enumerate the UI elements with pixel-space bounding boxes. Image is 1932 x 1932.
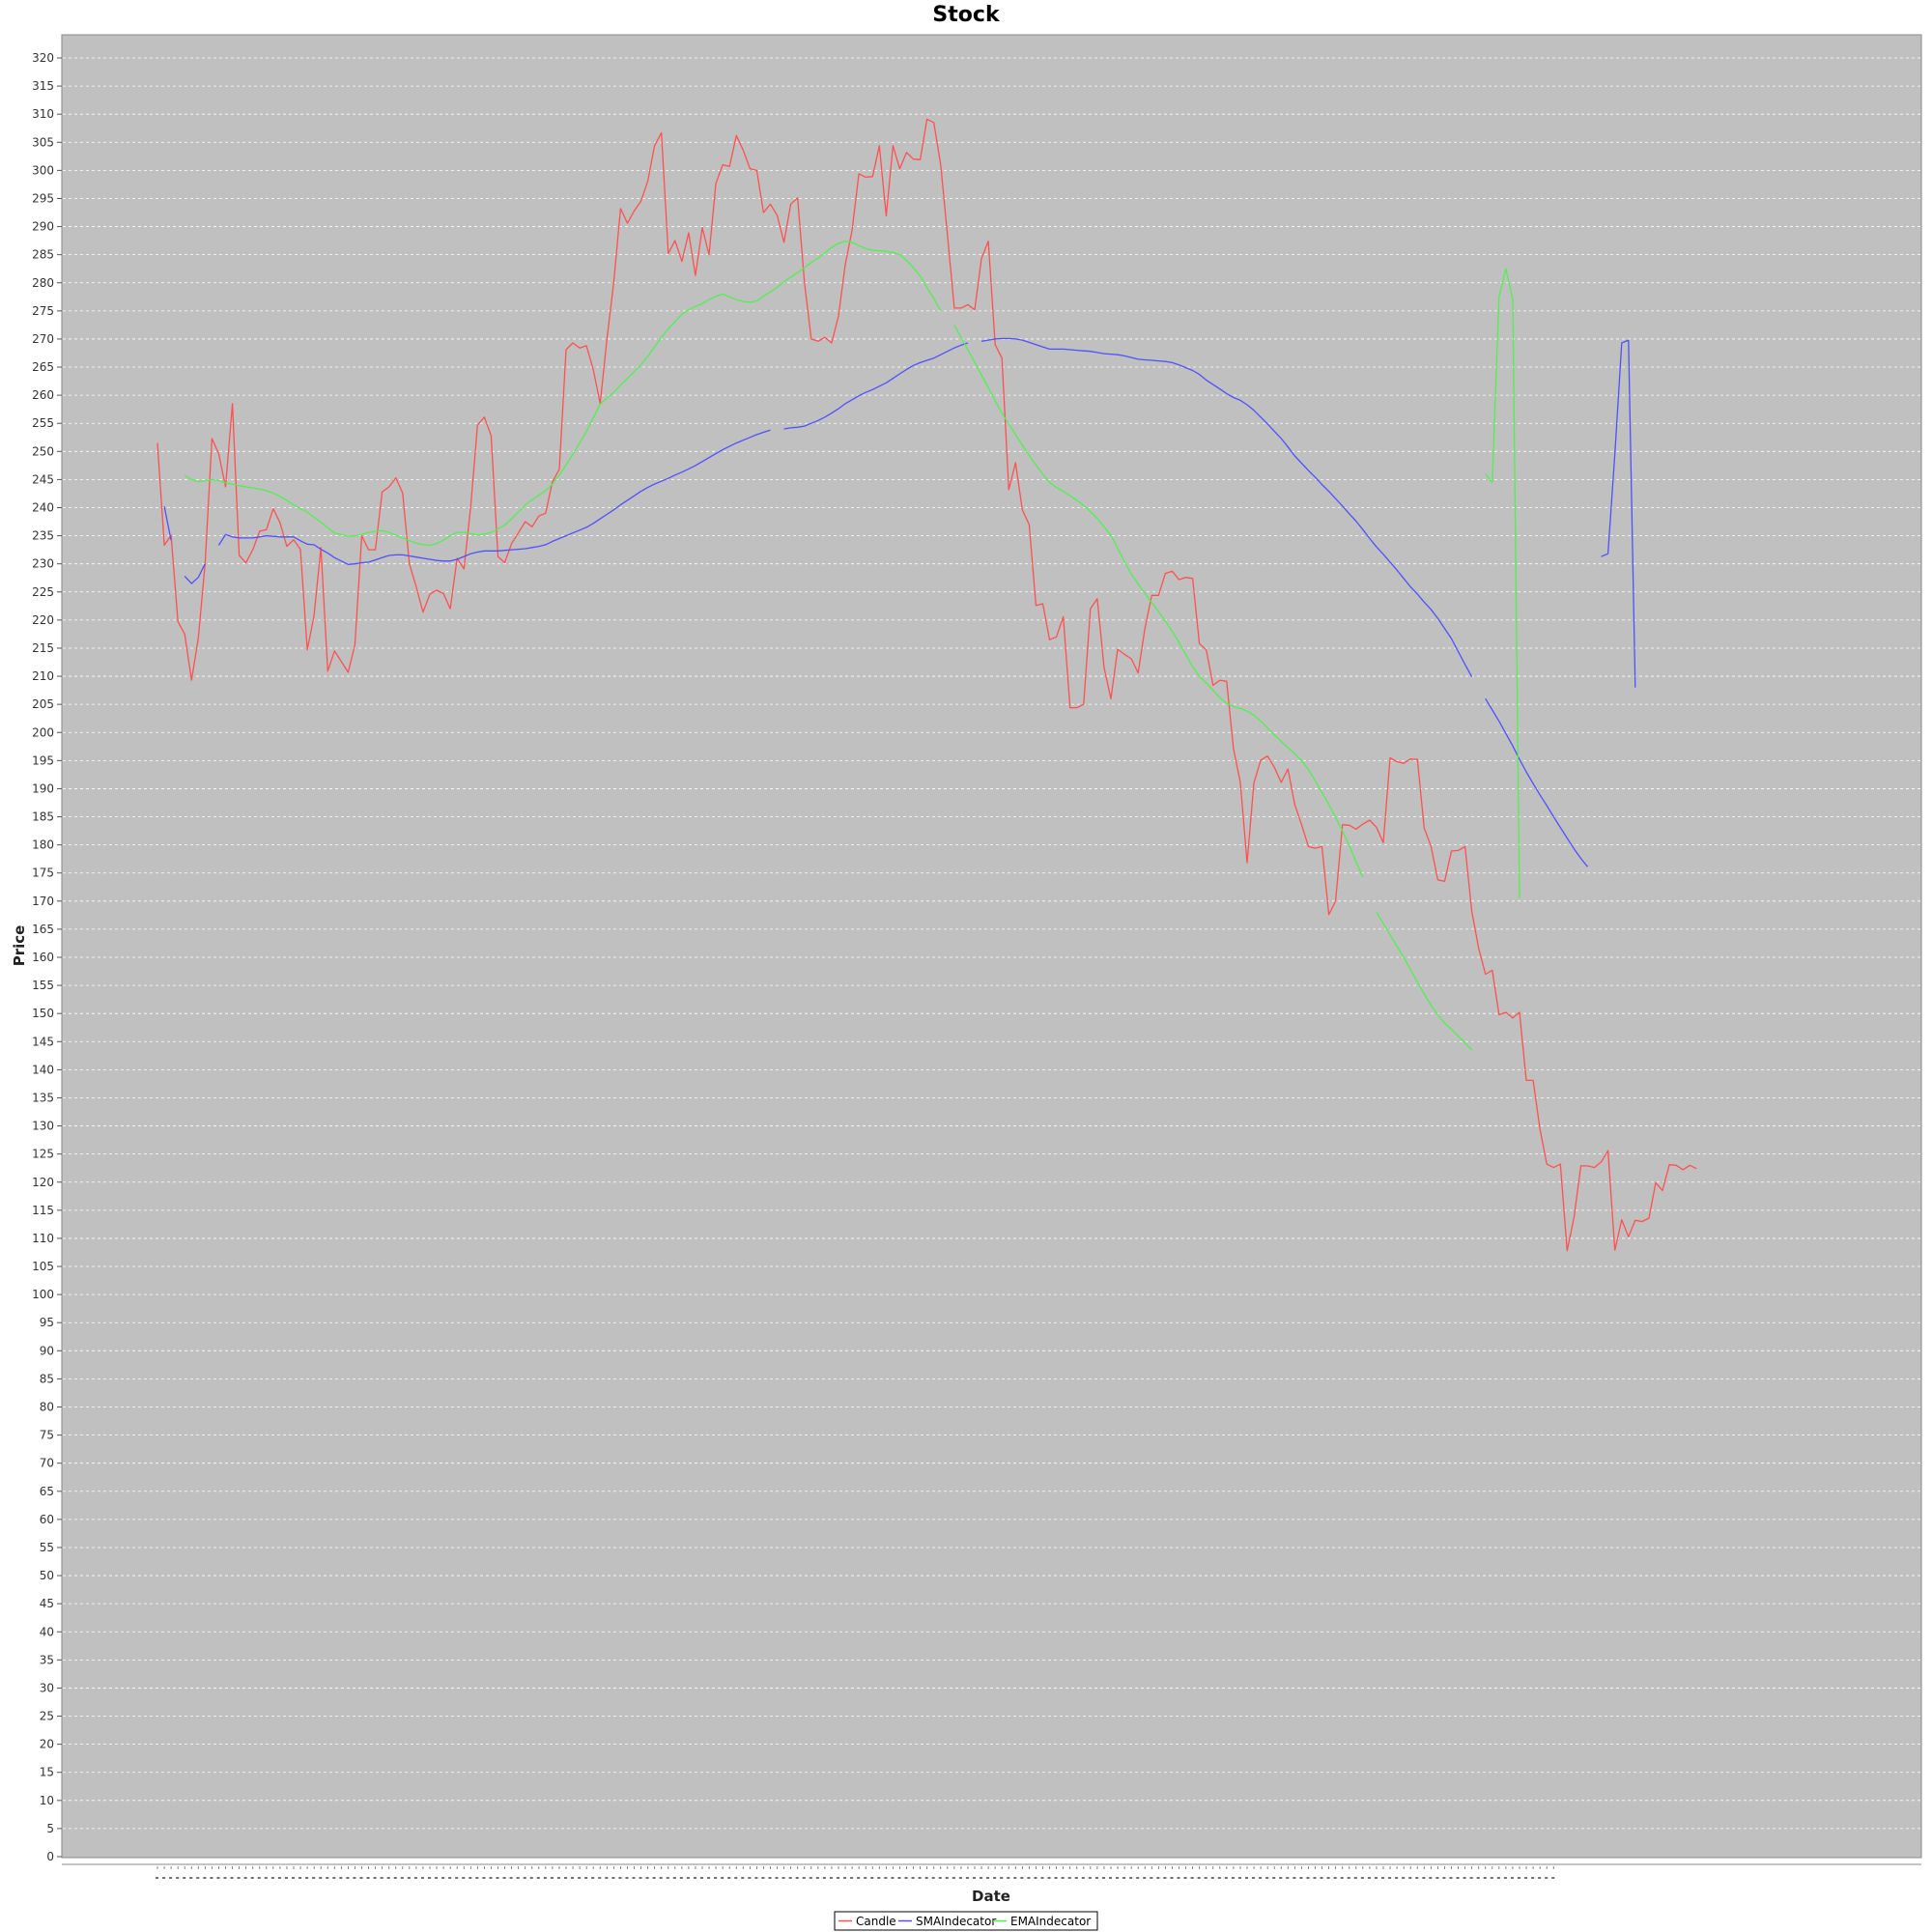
y-tick-label: 245 xyxy=(32,472,54,486)
y-tick-label: 110 xyxy=(32,1232,54,1245)
y-tick-label: 200 xyxy=(32,725,54,739)
y-tick-label: 115 xyxy=(32,1204,54,1217)
y-tick-label: 130 xyxy=(32,1120,54,1133)
y-tick-label: 80 xyxy=(40,1401,54,1414)
y-tick-label: 125 xyxy=(32,1148,54,1161)
y-tick-label: 275 xyxy=(32,304,54,318)
y-tick-label: 185 xyxy=(32,810,54,824)
legend-label: Candle xyxy=(856,1915,896,1928)
y-tick-label: 135 xyxy=(32,1091,54,1104)
x-axis-ticks xyxy=(62,1863,1921,1879)
series-line-smaindecator xyxy=(163,337,1636,867)
y-tick-label: 65 xyxy=(40,1485,54,1498)
y-axis-label: Price xyxy=(11,925,28,967)
y-tick-label: 40 xyxy=(40,1625,54,1638)
y-tick-label: 180 xyxy=(32,838,54,852)
y-tick-label: 95 xyxy=(40,1316,54,1329)
y-tick-label: 265 xyxy=(32,360,54,374)
x-axis-label: Date xyxy=(972,1888,1010,1905)
y-tick-label: 150 xyxy=(32,1007,54,1020)
y-tick-label: 75 xyxy=(40,1429,54,1442)
y-tick-label: 210 xyxy=(32,669,54,683)
y-tick-label: 30 xyxy=(40,1681,54,1694)
y-tick-label: 155 xyxy=(32,979,54,992)
y-tick-label: 5 xyxy=(46,1822,54,1835)
legend-label: EMAIndecator xyxy=(1010,1915,1091,1928)
y-tick-label: 105 xyxy=(32,1260,54,1273)
y-tick-label: 85 xyxy=(40,1372,54,1385)
y-tick-label: 160 xyxy=(32,951,54,964)
y-tick-label: 205 xyxy=(32,697,54,711)
plot-background xyxy=(61,34,1922,1859)
y-tick-label: 305 xyxy=(32,135,54,149)
y-tick-label: 295 xyxy=(32,191,54,205)
y-tick-label: 10 xyxy=(40,1794,54,1807)
y-tick-label: 50 xyxy=(40,1569,54,1582)
y-tick-label: 20 xyxy=(40,1738,54,1751)
y-tick-label: 320 xyxy=(32,51,54,65)
y-tick-label: 100 xyxy=(32,1288,54,1301)
y-tick-label: 90 xyxy=(40,1344,54,1357)
y-tick-label: 145 xyxy=(32,1035,54,1048)
chart-title: Stock xyxy=(932,3,1001,27)
y-tick-label: 290 xyxy=(32,220,54,234)
series-line-emaindecator xyxy=(184,241,1520,1051)
y-tick-label: 300 xyxy=(32,163,54,177)
y-tick-label: 280 xyxy=(32,276,54,290)
legend: Candle SMAIndecator EMAIndecator xyxy=(834,1911,1098,1931)
y-tick-label: 175 xyxy=(32,867,54,880)
y-tick-label: 70 xyxy=(40,1457,54,1470)
y-tick-label: 225 xyxy=(32,585,54,599)
series-lines xyxy=(156,118,1697,1252)
y-tick-label: 260 xyxy=(32,388,54,402)
y-tick-label: 60 xyxy=(40,1513,54,1526)
y-tick-label: 250 xyxy=(32,444,54,458)
y-tick-label: 55 xyxy=(40,1541,54,1554)
y-axis-ticks: 0 5 10 15 20 25 30 35 40 45 50 55 60 65 70 75 80 85 90 95 10… xyxy=(32,51,62,1863)
y-tick-label: 0 xyxy=(46,1850,54,1863)
y-tick-label: 235 xyxy=(32,529,54,543)
y-tick-label: 215 xyxy=(32,641,54,655)
y-tick-label: 315 xyxy=(32,79,54,93)
y-tick-label: 220 xyxy=(32,613,54,627)
y-tick-label: 310 xyxy=(32,107,54,121)
legend-box xyxy=(834,1911,1098,1931)
y-tick-label: 285 xyxy=(32,248,54,262)
y-tick-label: 35 xyxy=(40,1653,54,1666)
y-tick-label: 190 xyxy=(32,781,54,795)
grid-lines xyxy=(63,57,1920,1830)
y-tick-label: 120 xyxy=(32,1176,54,1189)
y-tick-label: 230 xyxy=(32,557,54,571)
y-tick-label: 195 xyxy=(32,753,54,767)
y-tick-label: 270 xyxy=(32,332,54,346)
y-tick-label: 170 xyxy=(32,895,54,908)
y-tick-label: 25 xyxy=(40,1710,54,1723)
y-tick-label: 255 xyxy=(32,416,54,430)
y-tick-label: 240 xyxy=(32,501,54,515)
y-tick-label: 15 xyxy=(40,1766,54,1779)
legend-label: SMAIndecator xyxy=(916,1915,996,1928)
y-tick-label: 165 xyxy=(32,923,54,936)
y-tick-label: 45 xyxy=(40,1597,54,1610)
y-tick-label: 140 xyxy=(32,1063,54,1076)
series-line-candle xyxy=(156,118,1697,1252)
